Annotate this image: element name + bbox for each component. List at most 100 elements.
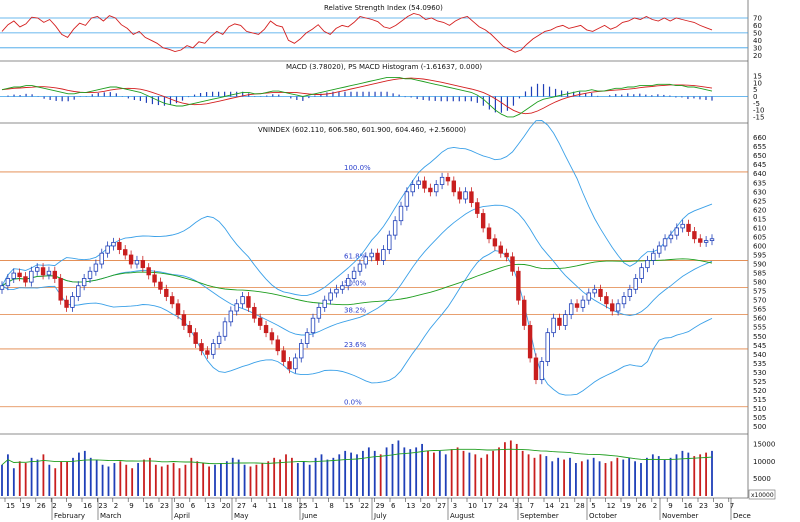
price-tick-label: 520: [753, 387, 766, 395]
candle-body: [40, 267, 46, 276]
x-tick-label: 12: [607, 502, 616, 510]
rsi-line: [1, 13, 713, 53]
price-tick-label: 550: [753, 333, 766, 341]
rsi-tick-label: 40: [753, 37, 762, 45]
candle-body: [287, 361, 292, 370]
x-tick-label: 16: [145, 502, 154, 510]
candle-body: [387, 234, 392, 250]
candle-body: [416, 180, 421, 185]
macd-tick-label: 10: [753, 79, 762, 87]
x-tick-label: 13: [206, 502, 215, 510]
volume-tick-label: 15000: [753, 440, 775, 448]
x-tick-label: 14: [545, 502, 554, 510]
price-tick-label: 605: [753, 233, 766, 241]
candle-body: [146, 267, 151, 276]
bollinger-lower-band: [1, 250, 713, 396]
candle-body: [586, 292, 591, 301]
candle-body: [275, 339, 280, 352]
candle-body: [310, 317, 316, 334]
x-tick-label: 23: [98, 502, 107, 510]
x-tick-label: 15: [6, 502, 15, 510]
month-label: Dece: [733, 512, 751, 520]
candle-body: [574, 303, 580, 308]
rsi-tick-label: 20: [753, 52, 762, 60]
price-tick-label: 565: [753, 306, 766, 314]
price-tick-label: 560: [753, 315, 766, 323]
candle-body: [615, 303, 621, 312]
candle-body: [187, 325, 192, 334]
macd-tick-label: -10: [753, 107, 764, 115]
candle-body: [539, 361, 545, 381]
candle-body: [11, 272, 16, 279]
bollinger-upper-band: [1, 120, 713, 296]
pane-frames: [0, 0, 749, 499]
candle-body: [64, 299, 69, 308]
x-tick-label: 8: [329, 502, 333, 510]
candle-body: [428, 187, 433, 193]
candle-body: [322, 299, 327, 308]
x-tick-label: 21: [560, 502, 569, 510]
x-tick-label: 17: [483, 502, 492, 510]
candle-body: [651, 252, 656, 261]
x-tick-label: 20: [422, 502, 431, 510]
price-tick-label: 610: [753, 224, 766, 232]
candle-body: [621, 296, 627, 305]
candle-body: [698, 238, 703, 243]
volume-scale-label: x10000: [751, 492, 774, 499]
candle-body: [422, 180, 427, 189]
candle-body: [211, 343, 216, 355]
x-tick-label: 23: [160, 502, 169, 510]
candle-body: [533, 357, 539, 381]
candle-body: [381, 249, 386, 261]
volume-scale-box: [748, 489, 776, 500]
x-tick-label: 25: [299, 502, 308, 510]
candle-body: [81, 278, 87, 287]
candle-body: [504, 252, 509, 258]
candle-body: [410, 184, 415, 193]
rsi-tick-label: 60: [753, 22, 762, 30]
candle-body: [375, 252, 380, 261]
price-tick-label: 555: [753, 324, 766, 332]
price-tick-label: 640: [753, 170, 766, 178]
candle-body: [199, 343, 204, 352]
price-tick-label: 525: [753, 378, 766, 386]
month-label: June: [301, 512, 317, 520]
candle-body: [105, 245, 110, 254]
candle-body: [175, 303, 181, 316]
candle-body: [686, 223, 691, 232]
candle-body: [128, 254, 134, 265]
month-label: September: [520, 512, 559, 520]
candle-body: [340, 285, 345, 290]
candle-body: [46, 270, 52, 276]
price-tick-label: 625: [753, 197, 766, 205]
candle-body: [674, 227, 679, 236]
candle-body: [645, 260, 650, 269]
candle-body: [216, 335, 222, 344]
candle-body: [404, 191, 410, 207]
price-tick-label: 655: [753, 143, 766, 151]
candle-body: [304, 332, 310, 344]
volume-moving-average: [1, 448, 713, 466]
x-tick-label: 18: [283, 502, 292, 510]
price-tick-label: 510: [753, 405, 766, 413]
candle-body: [457, 191, 462, 200]
fibonacci-label: 38.2%: [344, 307, 367, 315]
candle-body: [70, 296, 75, 308]
x-tick-label: 15: [345, 502, 354, 510]
x-tick-label: 31: [514, 502, 523, 510]
candle-body: [35, 267, 40, 272]
price-tick-label: 620: [753, 206, 766, 214]
candle-body: [639, 267, 644, 279]
x-tick-label: 3: [453, 502, 457, 510]
month-label: October: [589, 512, 617, 520]
candle-body: [610, 303, 615, 312]
candle-body: [299, 343, 304, 359]
price-tick-label: 570: [753, 297, 766, 305]
price-tick-label: 615: [753, 215, 766, 223]
fibonacci-label: 100.0%: [344, 164, 371, 172]
candle-body: [123, 249, 128, 256]
candle-body: [703, 240, 709, 243]
candle-body: [117, 241, 122, 250]
